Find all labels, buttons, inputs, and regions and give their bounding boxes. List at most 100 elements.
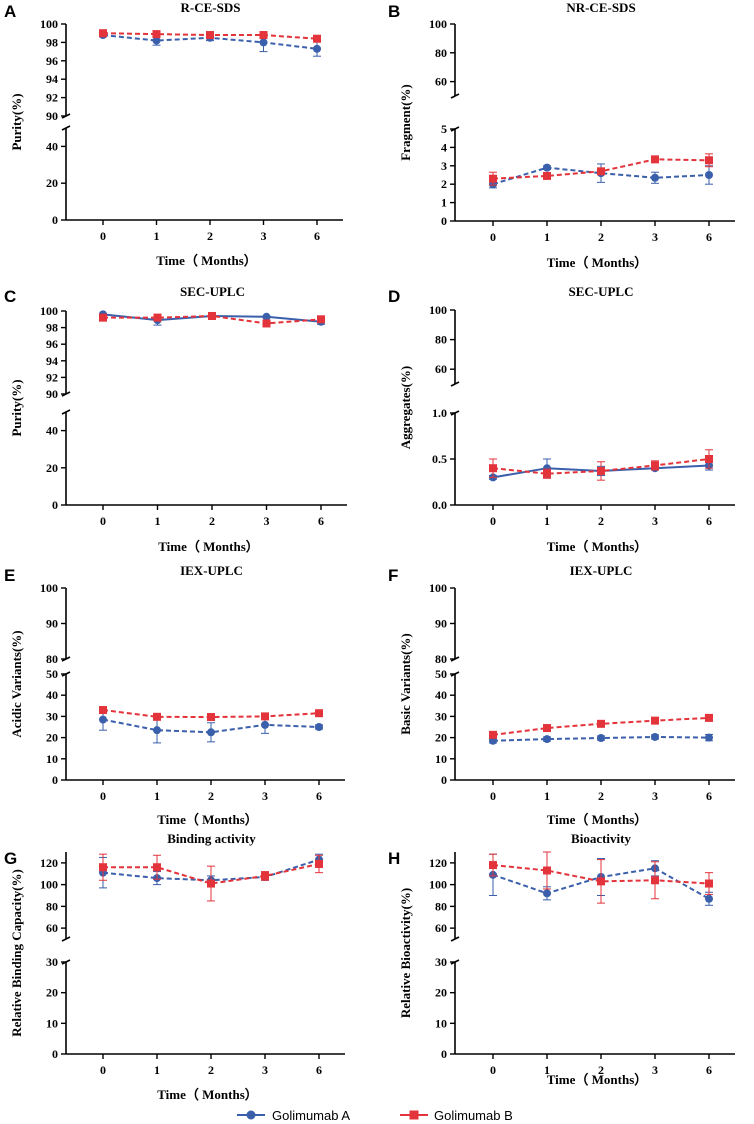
y-tick-label: 96 bbox=[46, 337, 58, 351]
chart-title: SEC-UPLC bbox=[568, 284, 633, 299]
x-tick-label: 1 bbox=[544, 230, 550, 244]
x-tick-label: 2 bbox=[598, 789, 604, 803]
y-tick-label: 40 bbox=[435, 688, 447, 702]
y-tick-label: 20 bbox=[46, 461, 58, 475]
data-point bbox=[153, 863, 161, 872]
series-golimumab-a bbox=[99, 708, 323, 744]
y-tick-label: 60 bbox=[46, 921, 58, 935]
data-point bbox=[651, 155, 659, 164]
series-golimumab-b bbox=[99, 29, 321, 43]
data-point bbox=[313, 44, 321, 53]
data-point bbox=[153, 313, 162, 322]
y-tick-label: 120 bbox=[429, 856, 447, 870]
panel-g: G Binding activity 60 80 100 120 0 10 20 30 0 1 2 3 6 T… bbox=[4, 831, 345, 1102]
data-point bbox=[651, 716, 659, 725]
panel-f: F IEX-UPLC 80 90 100 0 10 20 30 40 50 0 1 2 3 6 Time（ Mo… bbox=[388, 563, 735, 827]
series-line bbox=[102, 718, 320, 734]
data-point bbox=[543, 163, 551, 172]
data-point bbox=[651, 461, 659, 470]
y-tick-label: 60 bbox=[435, 362, 447, 376]
x-axis-label: Time（ Months） bbox=[547, 255, 648, 270]
series-golimumab-b bbox=[489, 153, 713, 186]
y-tick-label: 100 bbox=[429, 581, 447, 595]
y-tick-label: 60 bbox=[435, 75, 447, 89]
y-tick-label: 10 bbox=[435, 1016, 447, 1030]
chart-title: R-CE-SDS bbox=[181, 0, 241, 15]
y-tick-label: 96 bbox=[46, 54, 58, 68]
y-tick-label: 120 bbox=[40, 856, 58, 870]
data-point bbox=[207, 713, 215, 722]
axis-break-mark bbox=[450, 381, 460, 387]
data-point bbox=[262, 312, 271, 321]
x-axis-label: Time（ Months） bbox=[156, 253, 257, 268]
series-golimumab-b bbox=[489, 449, 713, 481]
y-tick-label: 90 bbox=[46, 109, 58, 123]
y-tick-label: 90 bbox=[435, 617, 447, 631]
y-tick-label: 50 bbox=[435, 667, 447, 681]
y-axis-label: Basic Variants(%) bbox=[398, 633, 413, 734]
chart-title: Bioactivity bbox=[571, 831, 631, 846]
x-axis-label: Time（ Months） bbox=[157, 812, 258, 827]
data-point bbox=[313, 34, 321, 43]
data-point bbox=[315, 723, 323, 731]
data-point bbox=[99, 863, 107, 872]
x-tick-label: 2 bbox=[208, 789, 214, 803]
axis-break-mark bbox=[450, 93, 460, 99]
x-tick-label: 0 bbox=[100, 229, 106, 243]
y-tick-label: 40 bbox=[46, 688, 58, 702]
data-point bbox=[259, 38, 268, 47]
y-tick-label: 1 bbox=[441, 196, 447, 210]
data-point bbox=[99, 29, 107, 38]
axis-break-mark bbox=[450, 936, 460, 942]
y-tick-label: 0 bbox=[52, 773, 58, 787]
x-tick-label: 1 bbox=[154, 1063, 160, 1077]
data-point bbox=[543, 171, 551, 180]
series-line bbox=[103, 862, 320, 885]
data-point bbox=[207, 879, 215, 888]
x-tick-label: 3 bbox=[652, 514, 658, 528]
data-point bbox=[651, 876, 659, 885]
y-tick-label: 30 bbox=[435, 955, 447, 969]
y-axis-label: Purity(%) bbox=[9, 379, 24, 436]
y-tick-label: 80 bbox=[46, 899, 58, 913]
y-tick-label: 0 bbox=[441, 214, 447, 228]
x-tick-label: 3 bbox=[262, 789, 268, 803]
x-tick-label: 6 bbox=[316, 789, 322, 803]
x-tick-label: 0 bbox=[490, 1063, 496, 1077]
y-tick-label: 40 bbox=[46, 424, 58, 438]
data-point bbox=[489, 464, 497, 473]
data-point bbox=[153, 726, 161, 735]
x-tick-label: 1 bbox=[155, 514, 161, 528]
data-point bbox=[543, 469, 551, 478]
y-tick-label: 40 bbox=[46, 139, 58, 153]
data-point bbox=[543, 889, 551, 898]
y-tick-label: 0 bbox=[52, 1047, 58, 1061]
chart-title: NR-CE-SDS bbox=[566, 0, 635, 15]
data-point bbox=[259, 31, 268, 40]
series-golimumab-b bbox=[99, 853, 323, 902]
y-tick-label: 80 bbox=[435, 899, 447, 913]
y-tick-label: 20 bbox=[46, 986, 58, 1000]
x-tick-label: 2 bbox=[208, 1063, 214, 1077]
data-point bbox=[99, 313, 107, 322]
chart-title: SEC-UPLC bbox=[180, 284, 245, 299]
y-tick-label: 92 bbox=[46, 370, 58, 384]
y-tick-label: 10 bbox=[46, 752, 58, 766]
panel-a: A R-CE-SDS 90 92 94 96 98 100 0 20 40 0 1 2 3 6 Time（ Mo… bbox=[4, 0, 343, 268]
x-tick-label: 2 bbox=[598, 514, 604, 528]
y-tick-label: 0.5 bbox=[432, 452, 447, 466]
x-tick-label: 0 bbox=[100, 789, 106, 803]
y-tick-label: 1.0 bbox=[432, 406, 447, 420]
y-tick-label: 80 bbox=[435, 333, 447, 347]
panel-letter: H bbox=[388, 849, 400, 868]
x-tick-label: 0 bbox=[100, 1063, 106, 1077]
x-tick-label: 0 bbox=[490, 230, 496, 244]
data-point bbox=[315, 709, 323, 718]
data-point bbox=[705, 713, 713, 722]
data-point bbox=[489, 174, 497, 183]
y-tick-label: 100 bbox=[429, 17, 447, 31]
x-axis-label: Time（ Months） bbox=[547, 539, 648, 554]
y-tick-label: 0 bbox=[52, 213, 58, 227]
y-tick-label: 20 bbox=[435, 986, 447, 1000]
y-tick-label: 80 bbox=[435, 46, 447, 60]
